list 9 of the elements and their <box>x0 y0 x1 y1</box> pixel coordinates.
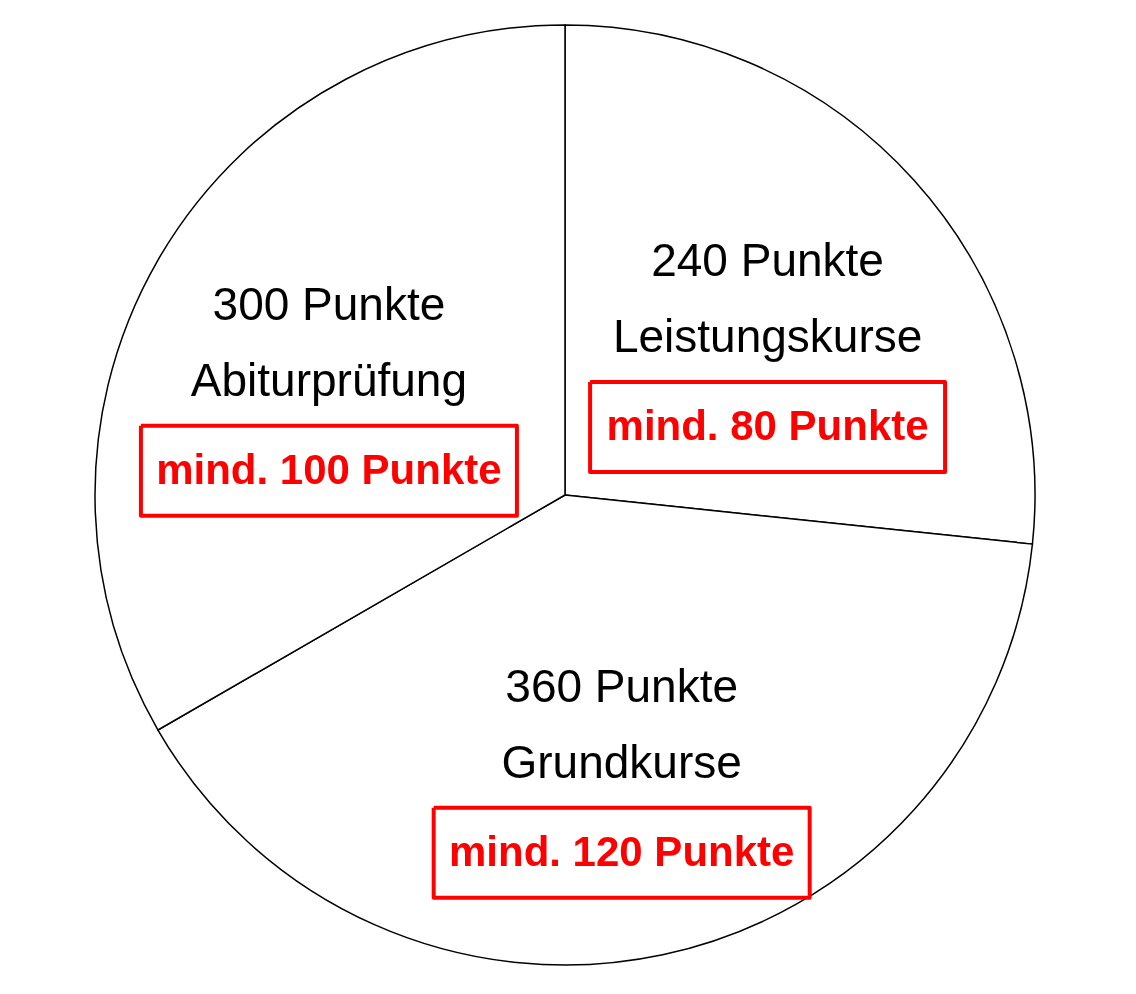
data-label: 240 Punkte <box>651 234 884 287</box>
slice-label: Abiturprüfung <box>190 353 468 406</box>
text: mind. 100 Punkte <box>156 445 502 493</box>
slice-label: Grundkurse <box>501 735 742 788</box>
slice-label: Leistungskurse <box>612 310 923 363</box>
text: mind. 120 Punkte <box>448 827 795 875</box>
text: mind. 80 Punkte <box>606 402 929 450</box>
data-label: 360 Punkte <box>505 659 739 712</box>
data-label: 300 Punkte <box>212 277 446 330</box>
